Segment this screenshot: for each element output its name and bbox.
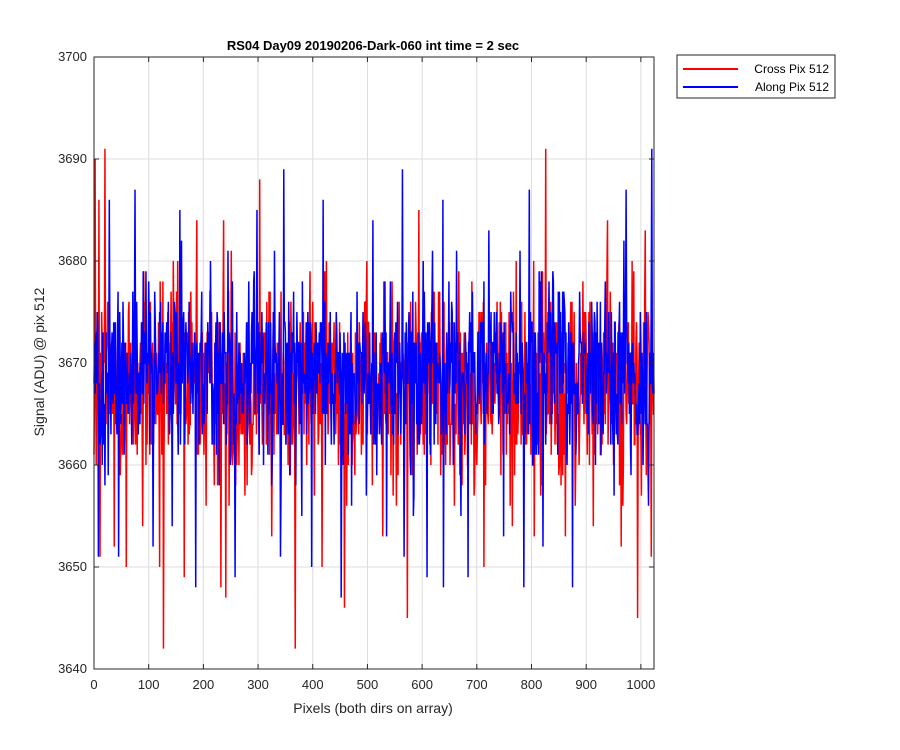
x-tick-label: 0 [90, 677, 97, 692]
x-tick-label: 100 [138, 677, 160, 692]
x-tick-label: 300 [247, 677, 269, 692]
legend-label-along: Along Pix 512 [755, 80, 829, 94]
legend-label-cross: Cross Pix 512 [754, 62, 829, 76]
x-tick-label: 800 [521, 677, 543, 692]
y-tick-label: 3690 [58, 151, 87, 166]
y-tick-label: 3640 [58, 661, 87, 676]
tick-marks [93, 56, 654, 670]
y-tick-label: 3700 [58, 49, 87, 64]
x-axis-label: Pixels (both dirs on array) [293, 700, 453, 716]
legend-box [676, 54, 836, 99]
y-tick-labels: 3640 3650 3660 3670 3680 3690 3700 [58, 49, 87, 676]
x-tick-labels: 0 100 200 300 400 500 600 700 800 900 1000 [90, 677, 655, 692]
x-tick-label: 600 [411, 677, 433, 692]
x-tick-label: 700 [466, 677, 488, 692]
chart-title: RS04 Day09 20190206-Dark-060 int time = … [227, 38, 519, 53]
y-tick-label: 3680 [58, 253, 87, 268]
x-tick-label: 900 [575, 677, 597, 692]
series-line-1 [93, 148, 655, 598]
y-tick-label: 3650 [58, 559, 87, 574]
y-tick-label: 3670 [58, 355, 87, 370]
series-layer [93, 148, 655, 649]
legend: Cross Pix 512 Along Pix 512 [676, 54, 836, 99]
x-tick-label: 400 [302, 677, 324, 692]
x-tick-label: 1000 [626, 677, 655, 692]
x-tick-label: 200 [193, 677, 215, 692]
y-axis-label: Signal (ADU) @ pix 512 [31, 287, 47, 436]
y-tick-label: 3660 [58, 457, 87, 472]
x-tick-label: 500 [357, 677, 379, 692]
